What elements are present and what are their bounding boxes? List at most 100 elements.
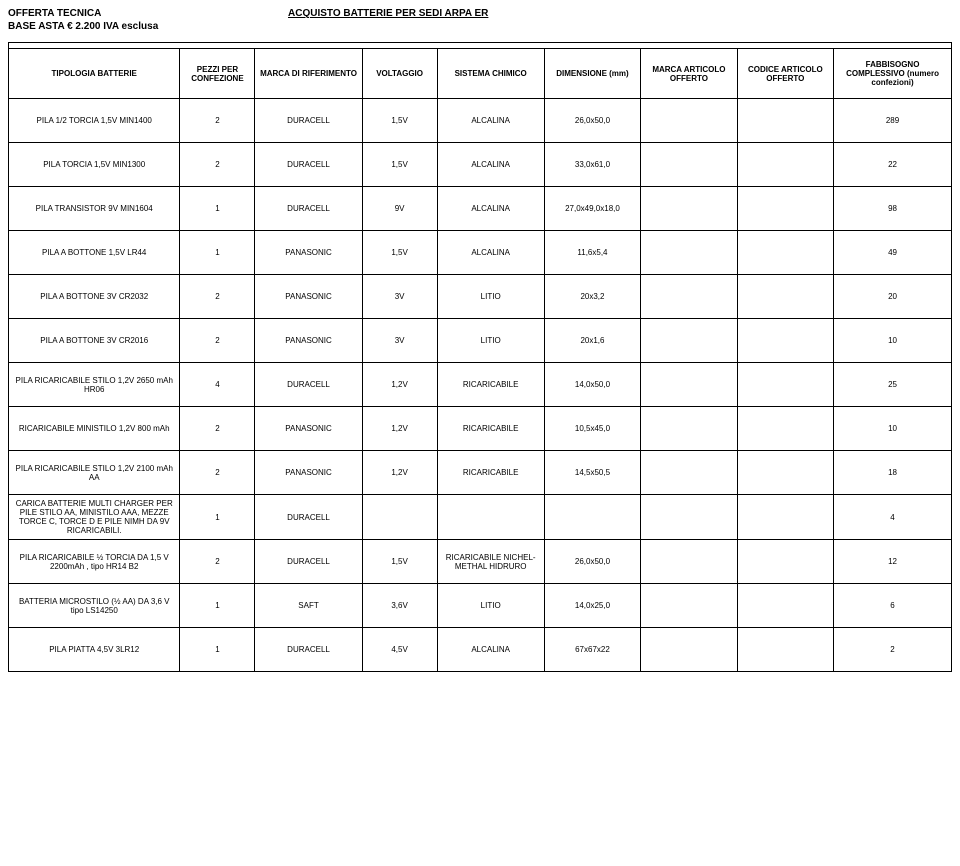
cell-label: PILA 1/2 TORCIA 1,5V MIN1400 bbox=[9, 99, 180, 143]
cell-label: PILA RICARICABILE ½ TORCIA DA 1,5 V 2200… bbox=[9, 540, 180, 584]
cell-fab: 18 bbox=[834, 451, 952, 495]
col-marca-rif: MARCA DI RIFERIMENTO bbox=[255, 49, 362, 99]
cell-volt: 1,2V bbox=[362, 451, 437, 495]
cell-dim: 20x1,6 bbox=[544, 319, 640, 363]
cell-volt: 1,2V bbox=[362, 407, 437, 451]
cell-marca: PANASONIC bbox=[255, 451, 362, 495]
cell-pezzi: 2 bbox=[180, 275, 255, 319]
table-body: PILA 1/2 TORCIA 1,5V MIN14002DURACELL1,5… bbox=[9, 99, 952, 672]
cell-chimico: ALCALINA bbox=[437, 143, 544, 187]
table-row: CARICA BATTERIE MULTI CHARGER PER PILE S… bbox=[9, 495, 952, 540]
cell-chimico: ALCALINA bbox=[437, 231, 544, 275]
table-row: PILA TORCIA 1,5V MIN13002DURACELL1,5VALC… bbox=[9, 143, 952, 187]
cell-dim: 27,0x49,0x18,0 bbox=[544, 187, 640, 231]
cell-dim: 14,0x50,0 bbox=[544, 363, 640, 407]
cell-mo bbox=[641, 451, 737, 495]
table-row: PILA 1/2 TORCIA 1,5V MIN14002DURACELL1,5… bbox=[9, 99, 952, 143]
col-marca-offerto: MARCA ARTICOLO OFFERTO bbox=[641, 49, 737, 99]
cell-chimico: ALCALINA bbox=[437, 99, 544, 143]
cell-pezzi: 1 bbox=[180, 584, 255, 628]
cell-fab: 289 bbox=[834, 99, 952, 143]
header-row: TIPOLOGIA BATTERIE PEZZI PER CONFEZIONE … bbox=[9, 49, 952, 99]
cell-fab: 98 bbox=[834, 187, 952, 231]
cell-pezzi: 1 bbox=[180, 187, 255, 231]
cell-label: PILA RICARICABILE STILO 1,2V 2650 mAh HR… bbox=[9, 363, 180, 407]
cell-chimico: ALCALINA bbox=[437, 628, 544, 672]
cell-co bbox=[737, 451, 833, 495]
cell-label: PILA A BOTTONE 1,5V LR44 bbox=[9, 231, 180, 275]
cell-pezzi: 2 bbox=[180, 319, 255, 363]
cell-co bbox=[737, 231, 833, 275]
cell-co bbox=[737, 143, 833, 187]
cell-fab: 2 bbox=[834, 628, 952, 672]
cell-pezzi: 4 bbox=[180, 363, 255, 407]
cell-label: PILA TRANSISTOR 9V MIN1604 bbox=[9, 187, 180, 231]
cell-volt: 1,5V bbox=[362, 99, 437, 143]
cell-chimico bbox=[437, 495, 544, 540]
cell-label: PILA A BOTTONE 3V CR2032 bbox=[9, 275, 180, 319]
cell-mo bbox=[641, 275, 737, 319]
cell-co bbox=[737, 495, 833, 540]
cell-dim bbox=[544, 495, 640, 540]
col-tipologia: TIPOLOGIA BATTERIE bbox=[9, 49, 180, 99]
cell-fab: 22 bbox=[834, 143, 952, 187]
cell-volt: 4,5V bbox=[362, 628, 437, 672]
cell-chimico: LITIO bbox=[437, 319, 544, 363]
cell-co bbox=[737, 628, 833, 672]
cell-dim: 14,0x25,0 bbox=[544, 584, 640, 628]
col-codice-offerto: CODICE ARTICOLO OFFERTO bbox=[737, 49, 833, 99]
cell-fab: 20 bbox=[834, 275, 952, 319]
cell-marca: DURACELL bbox=[255, 143, 362, 187]
cell-mo bbox=[641, 495, 737, 540]
cell-volt: 1,5V bbox=[362, 143, 437, 187]
cell-pezzi: 2 bbox=[180, 99, 255, 143]
cell-dim: 26,0x50,0 bbox=[544, 99, 640, 143]
cell-chimico: RICARICABILE bbox=[437, 451, 544, 495]
cell-marca: DURACELL bbox=[255, 540, 362, 584]
cell-co bbox=[737, 99, 833, 143]
cell-co bbox=[737, 407, 833, 451]
batteries-table: TIPOLOGIA BATTERIE PEZZI PER CONFEZIONE … bbox=[8, 42, 952, 672]
cell-co bbox=[737, 187, 833, 231]
cell-label: BATTERIA MICROSTILO (½ AA) DA 3,6 V tipo… bbox=[9, 584, 180, 628]
cell-mo bbox=[641, 407, 737, 451]
col-voltaggio: VOLTAGGIO bbox=[362, 49, 437, 99]
cell-marca: DURACELL bbox=[255, 99, 362, 143]
cell-fab: 10 bbox=[834, 319, 952, 363]
cell-mo bbox=[641, 584, 737, 628]
subtitle: BASE ASTA € 2.200 IVA esclusa bbox=[8, 21, 952, 32]
cell-pezzi: 1 bbox=[180, 628, 255, 672]
cell-mo bbox=[641, 99, 737, 143]
cell-marca: SAFT bbox=[255, 584, 362, 628]
title-left: OFFERTA TECNICA bbox=[8, 8, 288, 19]
cell-volt: 3V bbox=[362, 275, 437, 319]
col-dimensione: DIMENSIONE (mm) bbox=[544, 49, 640, 99]
cell-label: PILA TORCIA 1,5V MIN1300 bbox=[9, 143, 180, 187]
document-header: OFFERTA TECNICA ACQUISTO BATTERIE PER SE… bbox=[8, 8, 952, 19]
cell-pezzi: 2 bbox=[180, 540, 255, 584]
cell-pezzi: 1 bbox=[180, 495, 255, 540]
cell-label: RICARICABILE MINISTILO 1,2V 800 mAh bbox=[9, 407, 180, 451]
table-row: PILA RICARICABILE ½ TORCIA DA 1,5 V 2200… bbox=[9, 540, 952, 584]
cell-chimico: RICARICABILE bbox=[437, 363, 544, 407]
col-fabbisogno: FABBISOGNO COMPLESSIVO (numero confezion… bbox=[834, 49, 952, 99]
cell-fab: 10 bbox=[834, 407, 952, 451]
cell-label: PILA PIATTA 4,5V 3LR12 bbox=[9, 628, 180, 672]
cell-marca: PANASONIC bbox=[255, 231, 362, 275]
cell-pezzi: 2 bbox=[180, 143, 255, 187]
cell-mo bbox=[641, 540, 737, 584]
cell-volt: 1,2V bbox=[362, 363, 437, 407]
cell-mo bbox=[641, 319, 737, 363]
cell-volt: 1,5V bbox=[362, 540, 437, 584]
cell-marca: DURACELL bbox=[255, 628, 362, 672]
cell-mo bbox=[641, 231, 737, 275]
cell-mo bbox=[641, 628, 737, 672]
cell-marca: PANASONIC bbox=[255, 319, 362, 363]
cell-pezzi: 1 bbox=[180, 231, 255, 275]
table-row: PILA RICARICABILE STILO 1,2V 2100 mAh AA… bbox=[9, 451, 952, 495]
table-row: PILA A BOTTONE 3V CR20322PANASONIC3VLITI… bbox=[9, 275, 952, 319]
cell-dim: 33,0x61,0 bbox=[544, 143, 640, 187]
cell-fab: 12 bbox=[834, 540, 952, 584]
cell-volt: 9V bbox=[362, 187, 437, 231]
cell-chimico: LITIO bbox=[437, 584, 544, 628]
